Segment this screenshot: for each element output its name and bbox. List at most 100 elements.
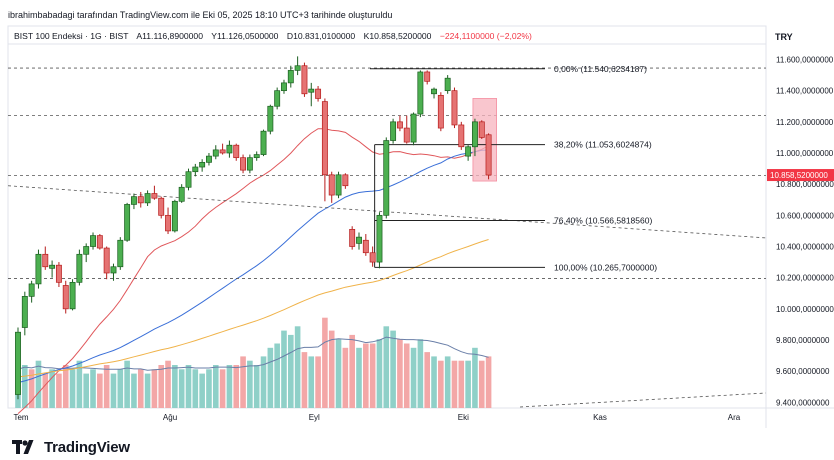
volume-bar bbox=[90, 369, 96, 408]
volume-bar bbox=[253, 365, 260, 408]
close-value: K10.858,5200000 bbox=[363, 31, 432, 41]
candle-body bbox=[103, 247, 110, 274]
volume-bar bbox=[288, 334, 294, 408]
candle-body bbox=[90, 235, 96, 247]
attribution-text: ibrahimbabadagi tarafından TradingView.c… bbox=[8, 10, 393, 20]
x-tick-label: Kas bbox=[593, 413, 607, 422]
volume-bar bbox=[315, 356, 321, 408]
volume-bar bbox=[199, 373, 205, 408]
candle-body bbox=[130, 196, 137, 205]
volume-bar bbox=[281, 330, 287, 408]
candle-body bbox=[185, 171, 192, 188]
candle-body bbox=[376, 214, 383, 263]
volume-bar bbox=[410, 347, 417, 408]
candle-body bbox=[117, 239, 124, 268]
volume-bar bbox=[124, 360, 130, 408]
y-tick-label: 10.000,0000000 bbox=[776, 305, 834, 314]
fibonacci-level-label: 0,00% (11.540,6234187) bbox=[554, 64, 647, 74]
y-tick-label: 9.400,0000000 bbox=[776, 398, 830, 407]
volume-bar bbox=[465, 360, 471, 408]
ohlc-legend: BIST 100 Endeksi · 1G · BIST A11.116,890… bbox=[14, 31, 532, 41]
tradingview-logo[interactable]: TradingView bbox=[12, 438, 130, 456]
candle-body bbox=[444, 77, 451, 92]
volume-bar bbox=[444, 356, 451, 408]
volume-bar bbox=[185, 365, 192, 408]
volume-bar bbox=[158, 365, 165, 408]
candle-body bbox=[281, 82, 287, 92]
candle-body bbox=[335, 174, 342, 196]
candle-body bbox=[396, 121, 403, 129]
candle-body bbox=[485, 134, 492, 176]
candle-body bbox=[199, 161, 206, 168]
volume-bar bbox=[42, 373, 49, 408]
candle-body bbox=[240, 157, 247, 171]
volume-bar bbox=[308, 356, 315, 408]
symbol-label[interactable]: BIST 100 Endeksi · 1G · BIST bbox=[14, 31, 129, 41]
volume-bar bbox=[103, 365, 110, 408]
candle-body bbox=[356, 236, 362, 244]
candle-body bbox=[431, 88, 437, 95]
volume-bar bbox=[485, 356, 492, 408]
candle-body bbox=[21, 296, 28, 328]
candles-layer bbox=[15, 56, 492, 400]
candle-body bbox=[308, 88, 315, 93]
volume-bar bbox=[356, 347, 362, 408]
candle-body bbox=[458, 124, 465, 148]
y-tick-label: 11.200,0000000 bbox=[776, 118, 834, 127]
lower-trendline bbox=[519, 392, 767, 408]
volume-ma-line bbox=[17, 336, 489, 371]
change-value: −224,1100000 (−2,02%) bbox=[439, 31, 532, 41]
candle-body bbox=[390, 121, 397, 141]
low-value: D10.831,0100000 bbox=[286, 31, 356, 41]
volume-layer bbox=[15, 317, 492, 408]
volume-bar bbox=[83, 373, 89, 408]
candle-body bbox=[206, 155, 212, 163]
y-tick-label: 10.600,0000000 bbox=[776, 211, 834, 220]
volume-bar bbox=[206, 369, 212, 408]
volume-bar bbox=[212, 365, 219, 408]
candle-body bbox=[410, 113, 417, 143]
candle-body bbox=[451, 90, 458, 126]
moving-averages-layer bbox=[17, 128, 489, 414]
candle-body bbox=[287, 70, 294, 84]
x-tick-label: Ağu bbox=[163, 413, 177, 422]
candle-body bbox=[178, 186, 185, 202]
candle-body bbox=[362, 239, 369, 254]
candle-body bbox=[76, 253, 83, 283]
candle-body bbox=[424, 71, 431, 82]
candle-body bbox=[267, 105, 274, 132]
volume-bar bbox=[478, 360, 485, 408]
candle-body bbox=[55, 264, 62, 283]
volume-bar bbox=[97, 373, 103, 408]
volume-bar bbox=[301, 352, 308, 408]
axes-layer: 11.600,0000000 11.400,0000000 11.200,00000… bbox=[13, 56, 834, 422]
fibonacci-level-label: 100,00% (10.265,7000000) bbox=[554, 262, 657, 272]
candle-body bbox=[349, 229, 356, 247]
volume-bar bbox=[28, 369, 35, 408]
candle-body bbox=[35, 253, 42, 285]
candle-body bbox=[226, 144, 233, 154]
volume-bar bbox=[137, 369, 144, 408]
volume-bar bbox=[328, 330, 335, 408]
volume-bar bbox=[322, 317, 328, 408]
y-tick-label: 9.800,0000000 bbox=[776, 336, 830, 345]
candle-body bbox=[62, 285, 69, 310]
volume-bar bbox=[62, 365, 69, 408]
candle-body bbox=[437, 94, 444, 129]
candle-body bbox=[342, 174, 349, 187]
y-tick-label: 10.400,0000000 bbox=[776, 242, 834, 251]
tradingview-logo-icon bbox=[12, 440, 34, 454]
volume-bar bbox=[335, 339, 342, 408]
ma-slow-line bbox=[17, 239, 489, 378]
candle-body bbox=[328, 174, 335, 196]
currency-label[interactable]: TRY bbox=[775, 32, 793, 42]
brand-name: TradingView bbox=[44, 438, 130, 456]
x-tick-label: Eyl bbox=[309, 413, 320, 422]
candle-body bbox=[28, 283, 35, 297]
candle-body bbox=[465, 146, 472, 157]
candle-body bbox=[15, 331, 21, 395]
candle-body bbox=[124, 204, 131, 241]
volume-bar bbox=[274, 343, 280, 408]
candle-body bbox=[151, 193, 158, 199]
